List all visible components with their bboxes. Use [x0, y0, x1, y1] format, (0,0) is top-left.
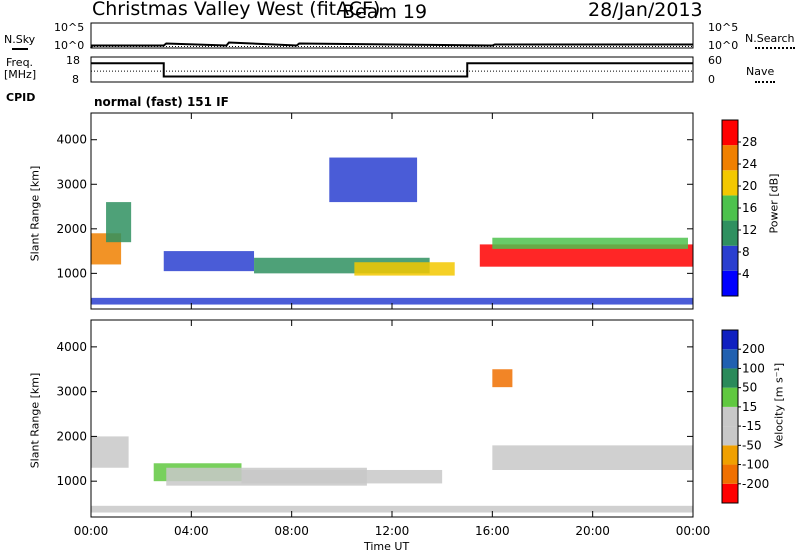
nsearch-tick-top: 10^5 — [708, 21, 739, 34]
power-echo-region — [492, 237, 688, 249]
date-title: 28/Jan/2013 — [588, 0, 703, 21]
velocity-echo-region — [241, 469, 443, 484]
nsky-legend-line — [12, 48, 28, 50]
velocity-echo-region — [91, 505, 693, 513]
velocity-colorbar-tick-label: -200 — [742, 477, 769, 491]
nave-tick-bottom: 0 — [708, 73, 715, 86]
velocity-colorbar-tick-label: 50 — [742, 381, 757, 395]
velocity-colorbar-tick-label: 200 — [742, 342, 765, 356]
x-tick-label: 20:00 — [575, 524, 610, 538]
cpid-label: CPID — [6, 91, 36, 104]
power-colorbar-segment — [722, 145, 738, 171]
power-ytick-label: 1000 — [56, 266, 87, 280]
power-ytick-label: 3000 — [56, 177, 87, 191]
velocity-colorbar-tick-label: -50 — [742, 438, 762, 452]
nsky-label: N.Sky — [4, 33, 36, 46]
nsearch-legend-line — [755, 47, 795, 49]
power-ytick-label: 4000 — [56, 133, 87, 147]
power-echo-region — [163, 251, 255, 272]
power-echo-region — [354, 262, 455, 276]
power-colorbar-segment — [722, 170, 738, 196]
x-axis-title: Time UT — [364, 540, 410, 553]
velocity-background — [91, 320, 693, 517]
velocity-colorbar-tick-label: 15 — [742, 400, 757, 414]
beam-title: Beam 19 — [342, 1, 428, 23]
x-tick-label: 00:00 — [74, 524, 109, 538]
velocity-ytick-label: 4000 — [56, 340, 87, 354]
power-colorbar-tick-label: 4 — [742, 267, 750, 281]
power-colorbar-tick-label: 12 — [742, 223, 757, 237]
velocity-colorbar-segment — [722, 426, 738, 446]
freq-tick-top: 18 — [66, 54, 80, 67]
x-tick-label: 00:00 — [676, 524, 711, 538]
nave-label: Nave — [746, 65, 775, 78]
power-ytick-label: 2000 — [56, 222, 87, 236]
velocity-colorbar-segment — [722, 368, 738, 388]
power-colorbar-segment — [722, 245, 738, 271]
nsearch-label: N.Search — [745, 32, 795, 45]
freq-frame — [90, 56, 694, 83]
velocity-colorbar-tick-label: -100 — [742, 458, 769, 472]
velocity-colorbar-segment — [722, 330, 738, 350]
nave-legend-line — [755, 81, 775, 83]
power-colorbar-tick-label: 16 — [742, 201, 757, 215]
velocity-colorbar-segment — [722, 445, 738, 465]
power-colorbar-tick-label: 24 — [742, 157, 757, 171]
velocity-colorbar-segment — [722, 406, 738, 427]
power-colorbar-segment — [722, 270, 738, 296]
station-title: Christmas Valley West (fitACF) — [92, 0, 381, 20]
nsky-series-0 — [90, 41, 693, 49]
velocity-colorbar-segment — [722, 387, 738, 407]
power-echo-region — [106, 202, 132, 243]
power-background — [91, 113, 693, 309]
nsky-frame — [90, 22, 694, 49]
power-colorbar-segment — [722, 120, 738, 146]
power-colorbar-tick-label: 28 — [742, 135, 757, 149]
velocity-colorbar-tick-label: 100 — [742, 361, 765, 375]
cpid-value: normal (fast) 151 IF — [94, 95, 229, 109]
power-echo-region — [329, 157, 418, 203]
power-colorbar-tick-label: 20 — [742, 179, 757, 193]
power-colorbar-segment — [722, 220, 738, 246]
velocity-colorbar-segment — [722, 349, 738, 369]
nsky-tick-bottom: 10^0 — [54, 39, 85, 52]
power-colorbar-segment — [722, 195, 738, 221]
power-echo-region — [91, 297, 693, 305]
freq-tick-bottom: 8 — [72, 73, 79, 86]
velocity-echo-region — [91, 436, 129, 468]
velocity-ytick-label: 1000 — [56, 474, 87, 488]
nsky-tick-top: 10^5 — [54, 21, 85, 34]
velocity-echo-region — [492, 369, 513, 388]
velocity-ytick-label: 3000 — [56, 385, 87, 399]
velocity-colorbar-frame — [721, 329, 739, 504]
velocity-colorbar-segment — [722, 464, 738, 484]
power-echo-region — [479, 244, 693, 267]
nave-tick-top: 60 — [708, 54, 722, 67]
freq-unit-label: [MHz] — [4, 68, 37, 81]
x-tick-label: 08:00 — [274, 524, 309, 538]
power-colorbar-tick-label: 8 — [742, 245, 750, 259]
freq-label: Freq. — [6, 56, 34, 69]
velocity-colorbar-segment — [722, 483, 738, 503]
velocity-ytick-label: 2000 — [56, 429, 87, 443]
x-tick-label: 16:00 — [475, 524, 510, 538]
x-tick-label: 04:00 — [174, 524, 209, 538]
nsearch-tick-bottom: 10^0 — [708, 39, 739, 52]
freq-series — [91, 62, 693, 78]
velocity-colorbar-tick-label: -15 — [742, 419, 762, 433]
velocity-echo-region — [492, 445, 693, 470]
x-tick-label: 12:00 — [375, 524, 410, 538]
